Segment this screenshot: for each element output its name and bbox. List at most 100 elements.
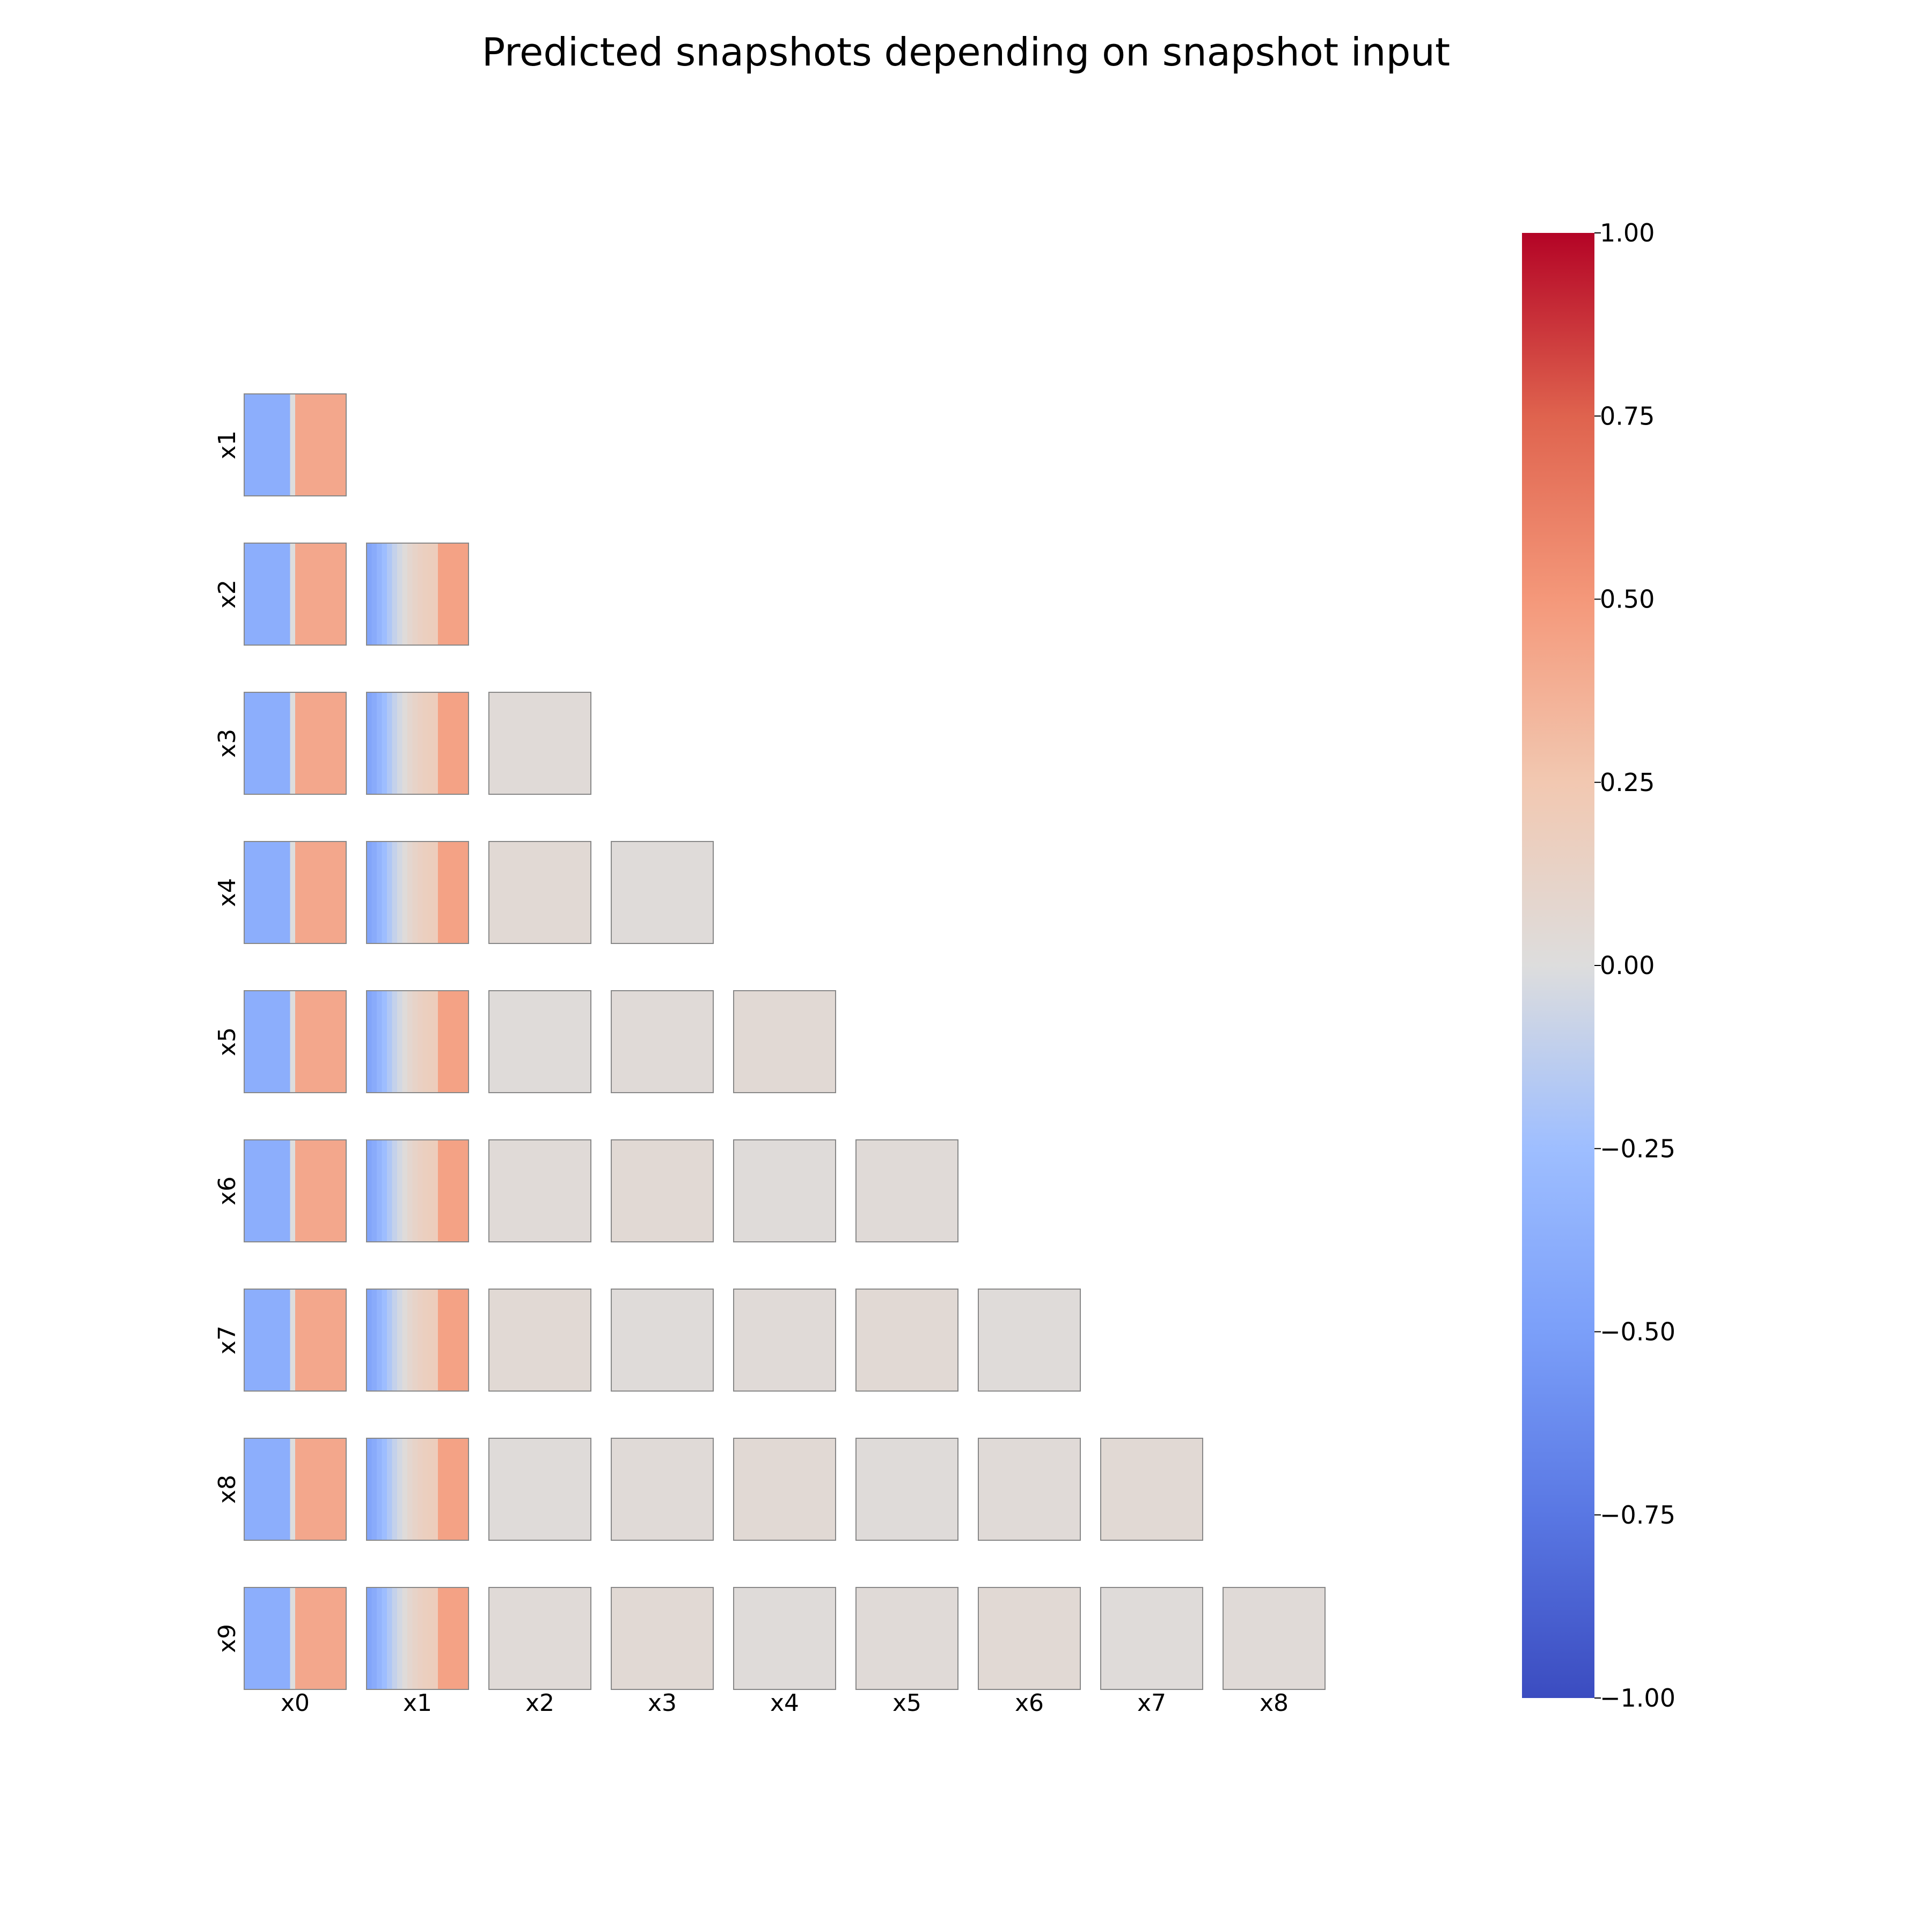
panel-cell: [285, 543, 291, 645]
panel-cell: [1121, 1438, 1127, 1540]
panel-cell: [825, 1289, 831, 1391]
panel-cell: [560, 991, 566, 1093]
panel-cell: [652, 841, 658, 943]
panel-cell: [1044, 1587, 1050, 1689]
panel-cell: [642, 1289, 648, 1391]
panel-cell: [494, 692, 500, 794]
panel-cell: [295, 1289, 301, 1391]
panel-x6-x3: [611, 1139, 714, 1242]
panel-cell: [509, 1140, 515, 1242]
panel-cell: [993, 1289, 999, 1391]
panel-cell: [331, 543, 336, 645]
panel-cell: [265, 692, 270, 794]
col-label-x0: x0: [281, 1689, 310, 1717]
panel-cell: [632, 1289, 638, 1391]
panel-cell: [881, 1289, 887, 1391]
panel-cell: [377, 991, 383, 1093]
panel-cell: [295, 991, 301, 1093]
panel-cell: [927, 1289, 933, 1391]
panel-cell: [265, 1587, 270, 1689]
panel-cell: [320, 991, 326, 1093]
panel-cell: [530, 991, 536, 1093]
panel-cell: [387, 1438, 393, 1540]
panel-frame: [855, 1587, 958, 1690]
panel-cell: [734, 1438, 740, 1540]
panel-cell: [805, 1140, 811, 1242]
panel-cell: [636, 841, 642, 943]
panel-cell: [320, 692, 326, 794]
panel-cell: [907, 1438, 913, 1540]
panel-cell: [290, 841, 296, 943]
panel-cell: [1233, 1587, 1239, 1689]
panel-cell: [285, 991, 291, 1093]
panel-cell: [418, 1140, 423, 1242]
panel-cell: [938, 1438, 943, 1540]
panel-cell: [1157, 1587, 1162, 1689]
panel-cell: [636, 1438, 642, 1540]
panel-cell: [433, 1438, 438, 1540]
panel-x9-x8: [1223, 1587, 1326, 1690]
panel-cell: [509, 841, 515, 943]
panel-cell: [326, 841, 332, 943]
panel-cell: [310, 543, 316, 645]
panel-cell: [494, 1140, 500, 1242]
panel-cell: [672, 991, 678, 1093]
panel-cell: [504, 841, 510, 943]
panel-cell: [581, 1438, 587, 1540]
panel-cell: [779, 1587, 785, 1689]
panel-cell: [494, 991, 500, 1093]
panel-cell: [1106, 1587, 1111, 1689]
panel-cell: [438, 543, 444, 645]
panel-cell: [244, 1587, 250, 1689]
panel-cell: [377, 692, 383, 794]
panel-cell: [463, 1438, 469, 1540]
panel-cell: [438, 1587, 444, 1689]
panel-cell: [626, 1289, 632, 1391]
panel-cell: [774, 1289, 780, 1391]
panel-cell: [422, 1289, 428, 1391]
panel-cell: [244, 692, 250, 794]
panel-cell: [1177, 1587, 1183, 1689]
panel-cell: [535, 1289, 540, 1391]
panel-cell: [1162, 1438, 1168, 1540]
panel-cell: [336, 692, 342, 794]
panel-cell: [412, 692, 418, 794]
panel-cell: [1157, 1438, 1162, 1540]
panel-cell: [489, 1289, 495, 1391]
panel-cell: [876, 1438, 882, 1540]
panel-cell: [662, 1140, 668, 1242]
panel-cell: [280, 394, 286, 496]
panel-x3-x0: [244, 692, 347, 795]
panel-cell: [830, 1438, 836, 1540]
panel-cell: [942, 1438, 948, 1540]
panel-cell: [499, 841, 505, 943]
panel-cell: [738, 1587, 744, 1689]
panel-cell: [932, 1438, 938, 1540]
panel-frame: [733, 1587, 836, 1690]
panel-cell: [810, 1587, 816, 1689]
panel-cell: [744, 1140, 750, 1242]
panel-cell: [993, 1587, 999, 1689]
panel-cell: [999, 1438, 1005, 1540]
panel-cell: [418, 1289, 423, 1391]
panel-cell: [938, 1587, 943, 1689]
panel-cell: [1101, 1438, 1107, 1540]
panel-cell: [611, 841, 617, 943]
panel-cell: [586, 1140, 591, 1242]
panel-cell: [647, 1140, 653, 1242]
panel-cell: [387, 1289, 393, 1391]
panel-cell: [336, 394, 342, 496]
panel-cell: [703, 1140, 709, 1242]
panel-cell: [463, 1289, 469, 1391]
panel-cell: [672, 1438, 678, 1540]
panel-cell: [581, 1140, 587, 1242]
panel-cell: [647, 1289, 653, 1391]
row-label-x8: x8: [214, 1475, 241, 1504]
panel-cell: [244, 394, 250, 496]
panel-cell: [275, 1587, 281, 1689]
panel-cell: [371, 841, 377, 943]
panel-x3-x2: [488, 692, 591, 795]
panel-cell: [1305, 1587, 1311, 1689]
panel-cell: [316, 1289, 321, 1391]
panel-cell: [657, 841, 663, 943]
